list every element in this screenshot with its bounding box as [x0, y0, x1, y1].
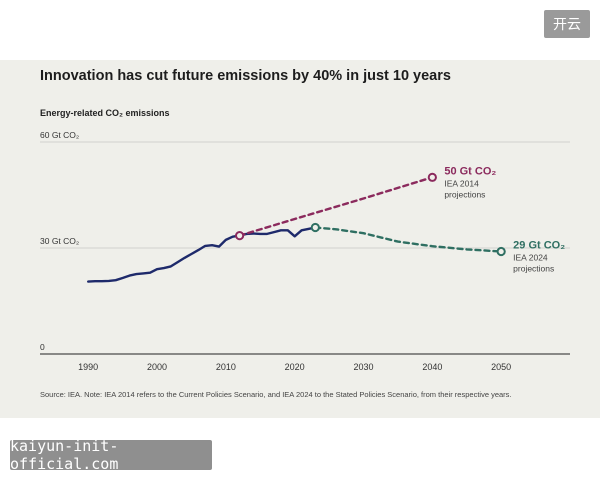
x-tick-label: 2000 [147, 362, 167, 372]
historical-emissions-line [86, 226, 317, 283]
x-tick-label: 2030 [353, 362, 373, 372]
iea-2014-end-marker [427, 172, 437, 182]
source-note: Source: IEA. Note: IEA 2014 refers to th… [40, 390, 512, 399]
iea-2024-note-line-2: projections [513, 264, 554, 274]
y-tick-label: 30 Gt CO₂ [40, 236, 79, 246]
iea-2024-end-value-label: 29 Gt CO₂ [513, 240, 565, 252]
x-tick-label: 2010 [216, 362, 236, 372]
iea-2024-start-marker [310, 222, 320, 233]
y-tick-label: 0 [40, 342, 45, 352]
iea-2014-start-marker [235, 231, 245, 241]
iea-2014-end-value-label: 50 Gt CO₂ [444, 165, 496, 177]
y-tick-label: 60 Gt CO₂ [40, 130, 79, 140]
line-chart: 0 30 Gt CO₂ 60 Gt CO₂ 1990 2000 2010 2020 2030 2… [40, 130, 570, 372]
x-tick-label: 2040 [422, 362, 442, 372]
iea-2014-note-line-2: projections [444, 189, 485, 199]
top-right-button[interactable]: 开云 [544, 10, 590, 38]
x-tick-label: 2050 [491, 362, 511, 372]
iea-2014-note-line-1: IEA 2014 [444, 178, 479, 188]
chart-title: Innovation has cut future emissions by 4… [40, 68, 451, 84]
y-axis-label: Energy-related CO₂ emissions [40, 108, 170, 118]
x-tick-label: 1990 [78, 362, 98, 372]
iea-2014-projection-line [238, 176, 434, 237]
iea-2024-projection-line [314, 226, 503, 253]
chart-card: Innovation has cut future emissions by 4… [0, 60, 600, 418]
iea-2024-end-marker [496, 246, 506, 257]
iea-2024-note-line-1: IEA 2024 [513, 253, 548, 263]
x-tick-label: 2020 [285, 362, 305, 372]
watermark-label: kaiyun-init-official.com [10, 437, 212, 473]
